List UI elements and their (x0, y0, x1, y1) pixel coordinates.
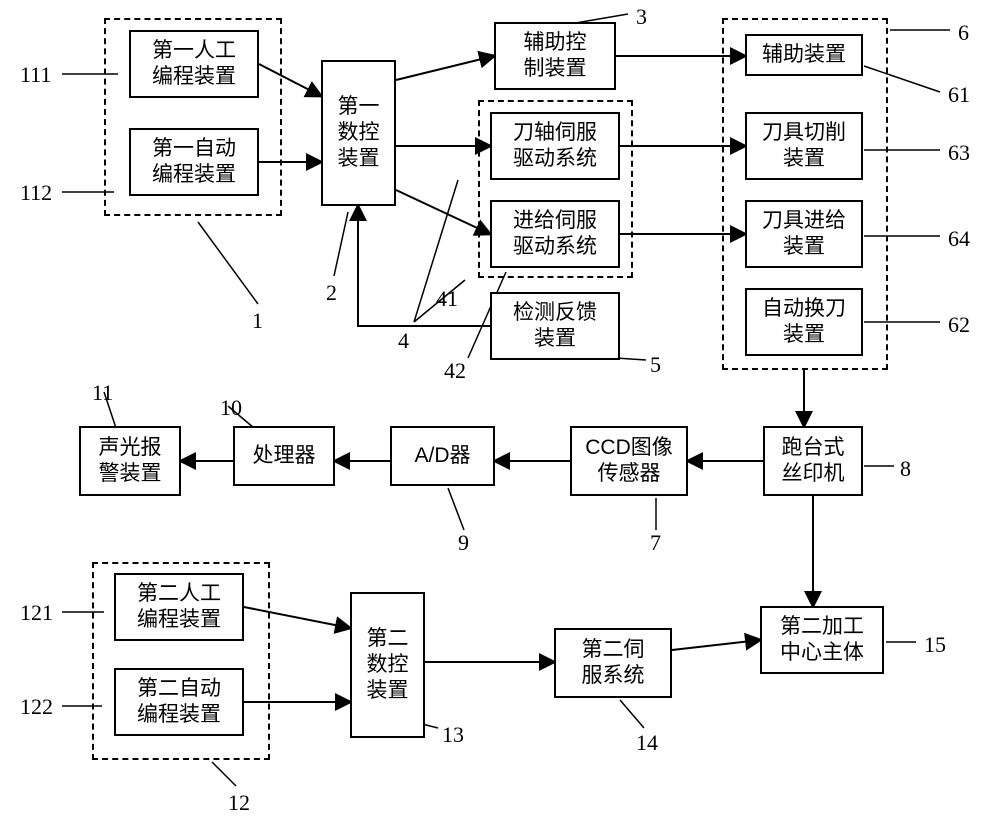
label-l2: 2 (326, 280, 337, 306)
label-l63: 63 (948, 140, 970, 166)
node-n14: 第二伺 服系统 (554, 628, 672, 698)
node-n62: 自动换刀 装置 (745, 288, 863, 356)
label-l1: 1 (252, 308, 263, 334)
label-l121: 121 (20, 600, 53, 626)
label-l13: 13 (442, 722, 464, 748)
label-l7: 7 (650, 530, 661, 556)
label-l111: 111 (20, 62, 51, 88)
label-l10: 10 (220, 395, 242, 421)
node-n15: 第二加工 中心主体 (760, 606, 884, 674)
node-n7: CCD图像 传感器 (570, 426, 688, 496)
node-n42: 进给伺服 驱动系统 (490, 200, 620, 268)
node-n64: 刀具进给 装置 (745, 200, 863, 268)
node-n122: 第二自动 编程装置 (114, 668, 244, 736)
node-n3: 辅助控 制装置 (494, 22, 616, 90)
label-l5: 5 (650, 352, 661, 378)
node-n5: 检测反馈 装置 (490, 292, 620, 360)
node-n61: 辅助装置 (745, 34, 863, 76)
label-l12: 12 (228, 790, 250, 816)
node-n10: 处理器 (233, 426, 335, 486)
label-l15: 15 (924, 632, 946, 658)
label-l61: 61 (948, 82, 970, 108)
diagram-stage: 第一人工 编程装置第一自动 编程装置第一 数控 装置 辅助控 制装置刀轴伺服 驱动… (0, 0, 1000, 827)
node-n112: 第一自动 编程装置 (129, 128, 259, 196)
label-l3: 3 (636, 4, 647, 30)
label-l14: 14 (636, 730, 658, 756)
label-l9: 9 (458, 530, 469, 556)
node-n41: 刀轴伺服 驱动系统 (490, 112, 620, 180)
label-l122: 122 (20, 694, 53, 720)
node-n111: 第一人工 编程装置 (129, 30, 259, 98)
node-n9: A/D器 (390, 426, 495, 486)
node-n2: 第一 数控 装置 (321, 60, 396, 206)
node-n11: 声光报 警装置 (79, 426, 181, 496)
node-n63: 刀具切削 装置 (745, 112, 863, 180)
label-l11: 11 (92, 380, 113, 406)
label-l6: 6 (958, 20, 969, 46)
node-n13: 第二 数控 装置 (350, 592, 425, 738)
label-l4: 4 (398, 328, 409, 354)
label-l42: 42 (444, 358, 466, 384)
label-l112: 112 (20, 180, 52, 206)
node-n121: 第二人工 编程装置 (114, 573, 244, 641)
label-l64: 64 (948, 226, 970, 252)
label-l62: 62 (948, 312, 970, 338)
label-l8: 8 (900, 456, 911, 482)
label-l41: 41 (436, 286, 458, 312)
node-n8: 跑台式 丝印机 (763, 426, 863, 496)
